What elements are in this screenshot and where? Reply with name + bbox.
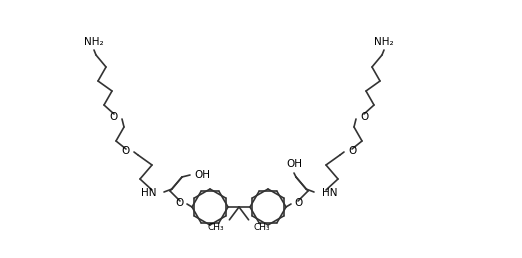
Text: O: O bbox=[110, 112, 118, 122]
Text: CH₃: CH₃ bbox=[254, 223, 270, 232]
Text: CH₃: CH₃ bbox=[208, 223, 224, 232]
Text: O: O bbox=[294, 198, 302, 208]
Text: HN: HN bbox=[140, 188, 156, 198]
Text: HN: HN bbox=[322, 188, 338, 198]
Text: O: O bbox=[122, 146, 130, 156]
Text: OH: OH bbox=[194, 170, 210, 180]
Text: O: O bbox=[360, 112, 368, 122]
Text: O: O bbox=[176, 198, 184, 208]
Text: NH₂: NH₂ bbox=[84, 37, 104, 47]
Text: O: O bbox=[348, 146, 356, 156]
Text: NH₂: NH₂ bbox=[374, 37, 394, 47]
Text: OH: OH bbox=[286, 159, 302, 169]
